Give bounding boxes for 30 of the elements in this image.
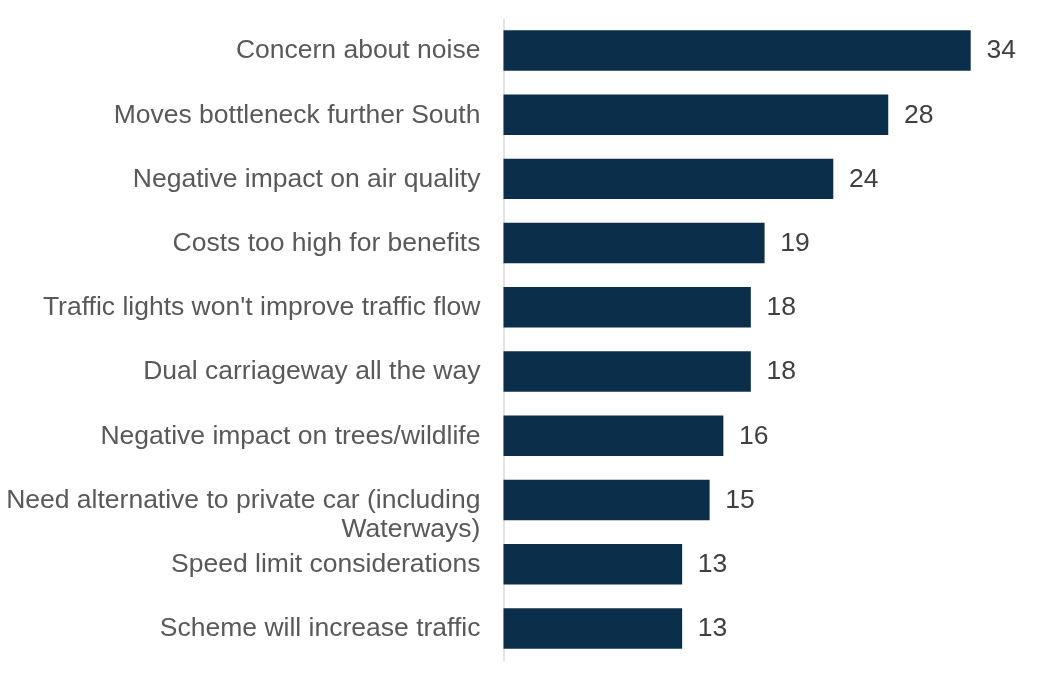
y-tick-label: Moves bottleneck further South (113, 98, 481, 129)
bar (503, 479, 710, 521)
data-label: 28 (903, 98, 934, 129)
y-tick-label: Scheme will increase traffic (159, 612, 481, 643)
data-label: 18 (766, 291, 797, 322)
data-label: 13 (697, 612, 728, 643)
y-tick-label: Dual carriageway all the way (143, 355, 482, 386)
data-label: 19 (780, 226, 810, 257)
y-tick-label: Concern about noise (235, 34, 481, 65)
bar (503, 543, 683, 585)
y-tick-label: Negative impact on air quality (132, 162, 482, 193)
data-label: 34 (986, 34, 1016, 65)
bar (503, 608, 683, 649)
bar (503, 94, 889, 135)
y-tick-label: Need alternative to private car (including Waterways) (6, 483, 481, 544)
data-label: 15 (725, 483, 755, 514)
bar (503, 222, 765, 264)
y-tick-label: Speed limit considerations (171, 548, 481, 579)
bar (503, 415, 724, 456)
bar (503, 351, 751, 392)
bar (503, 30, 971, 71)
data-label: 18 (766, 355, 797, 386)
y-tick-label: Traffic lights won't improve traffic flow (42, 291, 482, 322)
data-label: 24 (849, 162, 879, 193)
bar (503, 287, 751, 328)
data-label: 16 (739, 419, 769, 450)
y-tick-label: Negative impact on trees/wildlife (100, 419, 481, 450)
data-label: 13 (697, 548, 728, 579)
y-tick-label: Costs too high for benefits (172, 226, 481, 257)
bar (503, 158, 834, 200)
